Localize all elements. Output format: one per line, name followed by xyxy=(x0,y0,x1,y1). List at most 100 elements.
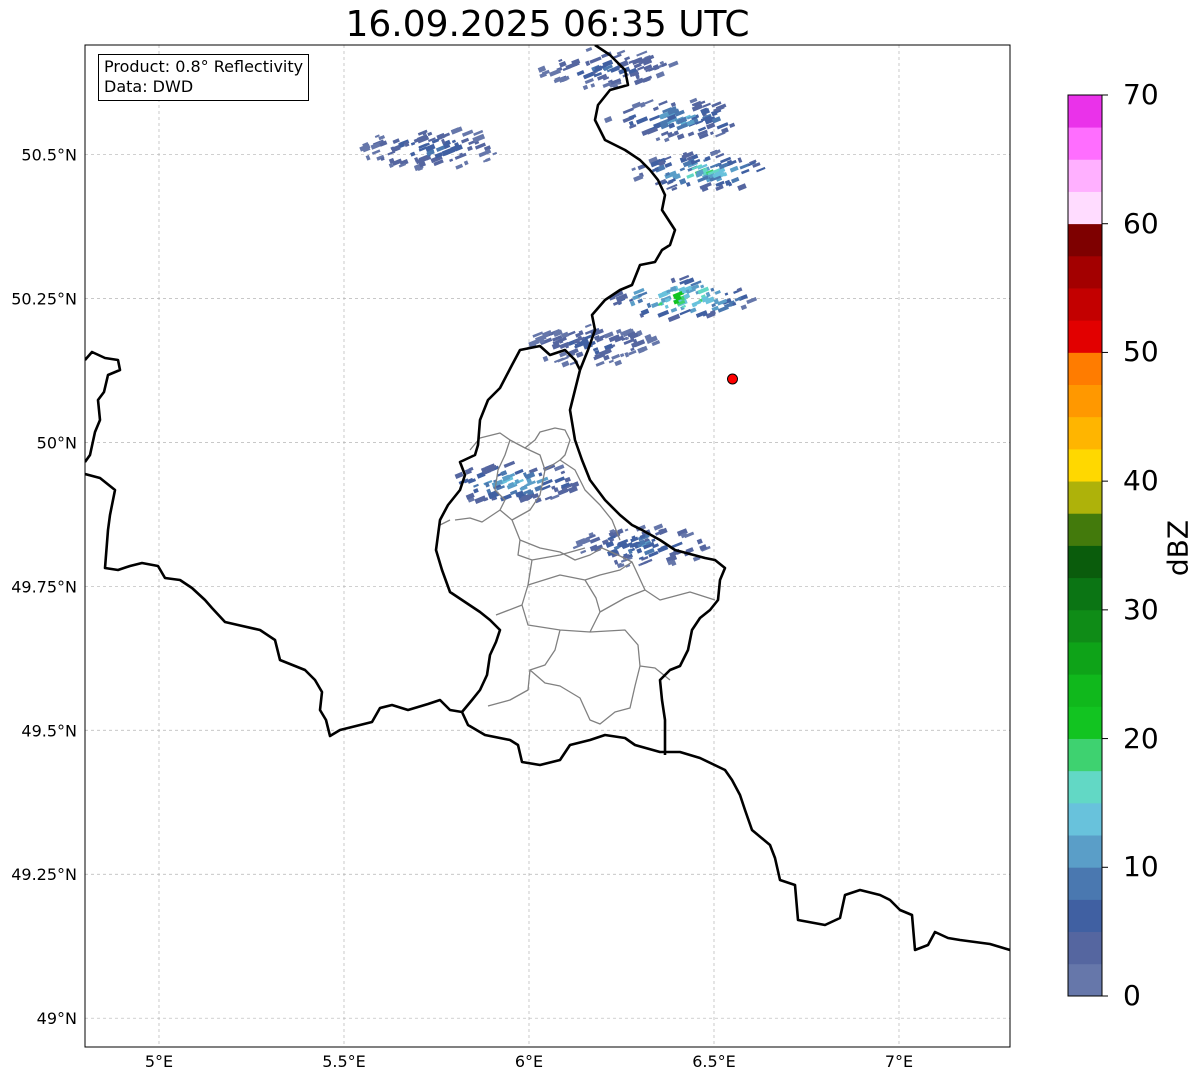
colorbar xyxy=(1067,94,1108,997)
radar-echo-pixel xyxy=(624,528,629,532)
radar-echo-pixel xyxy=(584,323,592,328)
radar-echo-pixel xyxy=(668,122,676,129)
radar-echo-pixel xyxy=(737,157,743,164)
radar-echo-pixel xyxy=(664,161,673,168)
radar-echo-pixel xyxy=(671,133,676,137)
radar-echo-pixel xyxy=(637,346,645,354)
radar-echo-pixel xyxy=(718,162,728,170)
radar-echo-pixel xyxy=(636,50,648,57)
radar-echo-pixel xyxy=(660,544,668,552)
radar-echo-pixel xyxy=(643,64,653,71)
radar-echo-pixel xyxy=(532,493,539,499)
radar-echo-pixel xyxy=(638,556,644,560)
radar-echo-pixel xyxy=(391,158,403,166)
radar-echo-pixel xyxy=(578,338,590,347)
radar-echo-pixel xyxy=(572,543,583,550)
radar-echo-pixel xyxy=(486,148,492,154)
radar-echo-pixel xyxy=(711,101,722,108)
radar-echo-pixel xyxy=(418,146,428,152)
radar-echo-pixel xyxy=(474,142,487,150)
radar-echo-pixel xyxy=(524,471,536,480)
radar-echo-pixel xyxy=(593,68,599,73)
radar-echo-pixel xyxy=(472,133,486,143)
radar-echo-pixel xyxy=(473,483,479,488)
radar-echo-pixel xyxy=(648,550,659,558)
radar-echo-pixel xyxy=(484,466,490,471)
colorbar-segment xyxy=(1068,802,1102,836)
radar-echo-pixel xyxy=(602,81,612,88)
radar-echo-pixel xyxy=(674,109,685,117)
radar-echo-pixel xyxy=(602,59,614,68)
radar-echo-pixel xyxy=(625,337,629,341)
radar-echo-pixel xyxy=(449,158,454,163)
radar-echo-pixel xyxy=(589,56,602,64)
radar-echo-pixel xyxy=(627,548,633,555)
radar-echo-pixel xyxy=(532,331,544,338)
radar-echo-pixel xyxy=(454,471,464,479)
radar-echo-pixel xyxy=(365,154,371,161)
colorbar-segment xyxy=(1068,835,1102,868)
radar-echo-pixel xyxy=(646,541,652,546)
radar-echo-pixel xyxy=(670,101,677,108)
radar-echo-pixel xyxy=(690,280,702,287)
radar-echo-pixel xyxy=(715,103,727,111)
radar-echo-pixel xyxy=(491,479,504,488)
y-tick-label: 50°N xyxy=(37,433,77,452)
radar-echo-pixel xyxy=(716,122,729,130)
radar-echo-pixel xyxy=(698,126,707,132)
colorbar-tick-label: 10 xyxy=(1123,850,1159,884)
radar-echo-pixel xyxy=(637,291,648,298)
radar-echo-pixel xyxy=(628,298,634,302)
radar-echo-pixel xyxy=(711,305,720,312)
radar-echo-pixel xyxy=(653,523,664,531)
radar-echo-pixel xyxy=(668,60,679,68)
radar-echo-pixel xyxy=(451,139,457,144)
radar-echo-pixel xyxy=(577,335,582,340)
radar-echo-pixel xyxy=(629,542,639,548)
radar-echo-pixel xyxy=(631,167,636,172)
colorbar-segment xyxy=(1068,288,1102,321)
radar-echo-pixel xyxy=(709,162,720,169)
colorbar-segment xyxy=(1068,320,1102,353)
colorbar-segment xyxy=(1068,545,1102,579)
radar-echo-pixel xyxy=(426,149,435,157)
gridlines xyxy=(85,45,1010,1047)
radar-echo-pixel xyxy=(501,476,514,484)
radar-echo-pixel xyxy=(554,476,566,484)
radar-echo-pixel xyxy=(371,149,381,155)
radar-echo-pixel xyxy=(615,328,622,334)
radar-echo-pixel xyxy=(576,353,583,358)
radar-echo-pixel xyxy=(604,116,613,124)
radar-echo-pixel xyxy=(614,335,625,343)
radar-echo-pixel xyxy=(593,71,603,78)
radar-echo-pixel xyxy=(434,151,444,159)
colorbar-segment xyxy=(1068,159,1102,192)
radar-echo-pixel xyxy=(699,544,708,551)
radar-echo-pixel xyxy=(503,460,516,468)
radar-echo-pixel xyxy=(622,107,634,115)
colorbar-segment xyxy=(1068,931,1102,965)
radar-echo-pixel xyxy=(526,480,536,487)
radar-echo-pixel xyxy=(392,138,400,144)
radar-echo-pixel xyxy=(725,159,737,167)
radar-echo-pixel xyxy=(670,277,676,284)
radar-echo-pixel xyxy=(418,160,427,168)
radar-echo-pixel xyxy=(574,61,580,66)
colorbar-frame xyxy=(1067,94,1103,997)
radar-echo-pixel xyxy=(739,163,750,170)
x-tick-label: 6.5°E xyxy=(692,1052,736,1071)
radar-echo-pixel xyxy=(642,58,653,66)
radar-echo-pixel xyxy=(628,114,637,120)
radar-echo-pixel xyxy=(659,118,670,126)
radar-echo-pixel xyxy=(410,151,416,157)
radar-echo-pixel xyxy=(505,472,516,479)
x-tick-label: 5°E xyxy=(145,1052,173,1071)
radar-echo-pixel xyxy=(613,545,620,551)
radar-echo-pixel xyxy=(608,359,614,364)
colorbar-segment xyxy=(1068,127,1102,160)
colorbar-segment xyxy=(1068,481,1102,514)
radar-echo-pixel xyxy=(614,359,623,367)
radar-echo-pixel xyxy=(661,111,670,118)
radar-echo-pixel xyxy=(463,477,474,484)
radar-echo-pixel xyxy=(507,481,515,488)
